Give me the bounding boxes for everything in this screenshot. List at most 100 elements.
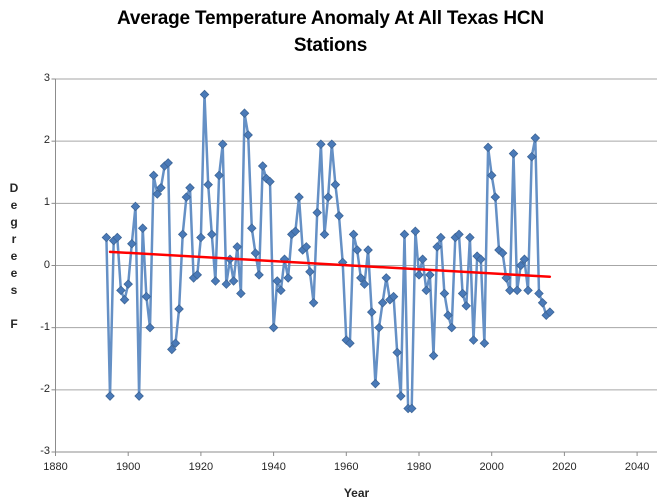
data-point-marker xyxy=(105,391,115,401)
data-point-marker xyxy=(359,279,370,289)
data-point-marker xyxy=(526,151,537,162)
data-point-marker xyxy=(181,192,192,202)
data-point-marker xyxy=(381,273,392,283)
data-point-marker xyxy=(134,391,144,401)
data-point-marker xyxy=(483,142,493,153)
data-point-marker xyxy=(370,378,381,389)
data-point-marker xyxy=(170,338,181,348)
data-point-marker xyxy=(210,276,221,286)
data-point-marker xyxy=(239,108,250,118)
data-point-marker xyxy=(428,350,439,361)
data-point-marker xyxy=(272,276,283,286)
data-point-marker xyxy=(406,403,417,414)
data-point-marker xyxy=(268,322,279,333)
data-point-marker xyxy=(439,288,450,299)
data-point-marker xyxy=(505,285,515,296)
data-point-marker xyxy=(294,192,304,202)
data-point-marker xyxy=(326,139,337,150)
data-point-marker xyxy=(199,89,210,100)
data-point-marker xyxy=(410,226,421,237)
data-point-marker xyxy=(265,176,275,187)
data-point-marker xyxy=(257,161,268,171)
data-point-marker xyxy=(221,279,232,289)
data-point-marker xyxy=(301,242,312,252)
data-point-marker xyxy=(523,285,533,296)
data-point-marker xyxy=(461,301,472,311)
data-point-marker xyxy=(457,288,468,299)
data-point-marker xyxy=(512,285,522,296)
data-point-marker xyxy=(137,223,148,233)
data-point-marker xyxy=(207,229,217,240)
data-point-marker xyxy=(283,273,293,283)
data-point-marker xyxy=(305,266,315,277)
data-point-marker xyxy=(290,226,301,237)
data-point-marker xyxy=(330,179,341,190)
data-point-marker xyxy=(337,257,348,268)
data-point-marker xyxy=(530,133,541,143)
data-point-marker xyxy=(534,288,544,299)
data-point-marker xyxy=(308,298,319,308)
data-point-marker xyxy=(334,211,344,221)
data-point-marker xyxy=(421,285,432,296)
data-point-marker xyxy=(163,158,173,168)
data-point-marker xyxy=(196,232,206,243)
data-point-marker xyxy=(152,189,163,199)
x-tick-label: 1940 xyxy=(261,461,286,473)
data-point-marker xyxy=(479,338,490,348)
data-point-marker xyxy=(396,391,406,401)
data-point-marker xyxy=(127,238,137,249)
data-point-marker xyxy=(356,273,366,283)
data-point-marker xyxy=(174,304,184,314)
data-point-marker xyxy=(316,139,326,150)
data-point-marker xyxy=(123,279,133,289)
x-tick-label: 1960 xyxy=(334,461,359,473)
data-point-marker xyxy=(399,229,410,240)
data-point-marker xyxy=(392,347,402,358)
data-point-marker xyxy=(417,254,428,265)
data-point-marker xyxy=(486,170,497,181)
data-point-marker xyxy=(323,192,333,202)
data-point-marker xyxy=(276,285,286,296)
data-point-marker xyxy=(312,207,322,218)
data-point-marker xyxy=(446,322,457,333)
data-point-marker xyxy=(217,139,228,150)
data-point-marker xyxy=(425,270,435,280)
data-point-marker xyxy=(443,310,453,320)
data-point-marker xyxy=(232,242,243,252)
data-point-marker xyxy=(250,248,261,258)
x-axis-title: Year xyxy=(343,486,370,500)
data-point-marker xyxy=(130,201,141,212)
data-point-marker xyxy=(537,298,548,308)
data-point-marker xyxy=(148,170,159,181)
x-tick-label: 1920 xyxy=(188,461,214,473)
data-point-marker xyxy=(345,338,355,348)
data-point-marker xyxy=(516,260,526,271)
x-tick-label: 1880 xyxy=(43,461,68,473)
data-point-marker xyxy=(319,229,330,240)
x-tick-label: 1980 xyxy=(406,461,432,473)
data-point-marker xyxy=(432,242,442,252)
y-tick-label: -2 xyxy=(40,382,50,395)
data-point-marker xyxy=(545,307,555,317)
data-point-marker xyxy=(156,183,166,193)
data-point-marker xyxy=(203,179,213,190)
data-point-marker xyxy=(192,270,203,280)
data-point-marker xyxy=(388,291,399,302)
data-point-marker xyxy=(141,291,152,302)
y-tick-label: -3 xyxy=(40,445,50,457)
data-point-marker xyxy=(185,183,195,193)
chart-title-line1: Average Temperature Anomaly At All Texas… xyxy=(117,8,544,29)
y-tick-label: 1 xyxy=(43,196,50,209)
data-point-marker xyxy=(228,276,239,286)
x-tick-label: 2040 xyxy=(624,461,650,473)
data-point-marker xyxy=(366,307,377,317)
data-point-marker xyxy=(236,288,246,299)
data-point-marker xyxy=(145,322,155,333)
data-point-marker xyxy=(214,170,224,181)
data-point-marker xyxy=(465,232,475,243)
data-point-marker xyxy=(348,229,359,240)
data-point-marker xyxy=(490,192,501,202)
data-point-marker xyxy=(167,344,177,355)
